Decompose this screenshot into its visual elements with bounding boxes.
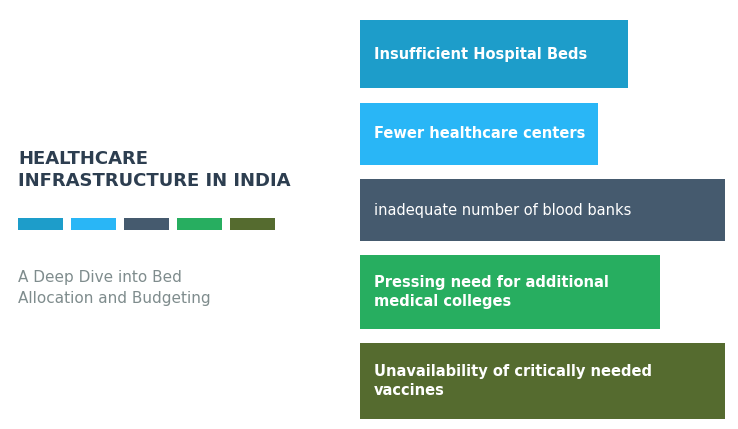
FancyBboxPatch shape (71, 218, 116, 230)
Text: Unavailability of critically needed
vaccines: Unavailability of critically needed vacc… (374, 364, 652, 399)
Text: HEALTHCARE
INFRASTRUCTURE IN INDIA: HEALTHCARE INFRASTRUCTURE IN INDIA (18, 150, 291, 190)
FancyBboxPatch shape (360, 103, 598, 165)
FancyBboxPatch shape (360, 20, 628, 88)
Text: Fewer healthcare centers: Fewer healthcare centers (374, 127, 585, 142)
Text: A Deep Dive into Bed
Allocation and Budgeting: A Deep Dive into Bed Allocation and Budg… (18, 270, 210, 306)
Text: Pressing need for additional
medical colleges: Pressing need for additional medical col… (374, 275, 609, 309)
FancyBboxPatch shape (230, 218, 275, 230)
FancyBboxPatch shape (18, 218, 63, 230)
FancyBboxPatch shape (360, 179, 725, 241)
FancyBboxPatch shape (124, 218, 169, 230)
FancyBboxPatch shape (177, 218, 222, 230)
FancyBboxPatch shape (360, 255, 660, 329)
FancyBboxPatch shape (360, 343, 725, 419)
Text: inadequate number of blood banks: inadequate number of blood banks (374, 202, 632, 218)
Text: Insufficient Hospital Beds: Insufficient Hospital Beds (374, 46, 587, 61)
